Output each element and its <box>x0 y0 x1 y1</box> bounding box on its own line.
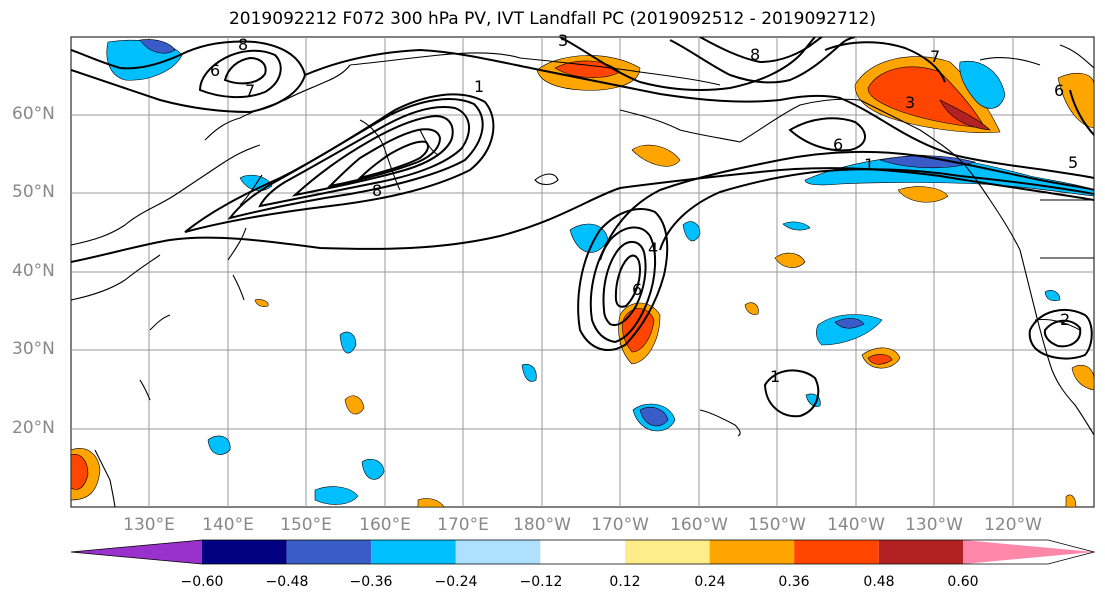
colorbar-tick-label: −0.24 <box>434 574 478 590</box>
longitude-label: 120°W <box>984 515 1042 535</box>
colorbar-segment <box>455 540 541 564</box>
contour-label: 8 <box>238 35 248 54</box>
colorbar-tick-label: −0.60 <box>180 574 224 590</box>
contour-label: 4 <box>648 239 658 258</box>
colorbar-tick-label: −0.12 <box>519 574 563 590</box>
longitude-label: 170°E <box>437 515 489 535</box>
longitude-label: 170°W <box>591 515 649 535</box>
colorbar-segment <box>625 540 710 564</box>
longitude-label: 160°E <box>359 515 411 535</box>
colorbar <box>70 539 1096 565</box>
latitude-label: 60°N <box>12 104 55 124</box>
contour-label: 8 <box>750 45 760 64</box>
contour-label: 6 <box>1054 81 1064 100</box>
longitude-label: 130°W <box>905 515 963 535</box>
colorbar-tick-label: −0.36 <box>349 574 393 590</box>
contour-label: 6 <box>210 61 220 80</box>
longitude-label: 140°E <box>202 515 254 535</box>
longitude-label: 150°W <box>748 515 806 535</box>
colorbar-outline <box>70 539 1096 565</box>
colorbar-tick-label: 0.60 <box>947 574 979 590</box>
latitude-label: 50°N <box>12 182 55 202</box>
contour-label: 5 <box>1068 153 1078 172</box>
map-title: 2019092212 F072 300 hPa PV, IVT Landfall… <box>228 9 876 29</box>
colorbar-segment <box>794 540 879 564</box>
colorbar-segments <box>70 539 1096 565</box>
longitude-label: 180°W <box>513 515 571 535</box>
contour-label: 3 <box>558 31 568 50</box>
contour-label: 1 <box>474 77 484 96</box>
colorbar-tick-label: 0.24 <box>694 574 726 590</box>
contour-label: 7 <box>245 81 255 100</box>
ivt-shading <box>71 39 1094 507</box>
pv-contours <box>71 37 1094 418</box>
colorbar-segment <box>709 540 795 564</box>
colorbar-segment <box>878 540 964 564</box>
contour-label: 8 <box>372 181 382 200</box>
longitude-label: 150°E <box>280 515 332 535</box>
contour-label: 3 <box>905 93 915 112</box>
contour-label: 1 <box>864 155 874 174</box>
contour-label: 6 <box>833 135 843 154</box>
colorbar-tick-label: 0.48 <box>863 574 895 590</box>
colorbar-segment <box>286 540 372 564</box>
colorbar-segment <box>202 540 287 564</box>
longitude-label: 160°W <box>670 515 728 535</box>
longitude-label: 130°E <box>123 515 175 535</box>
contour-label: 7 <box>930 47 940 66</box>
contour-label: 2 <box>1060 310 1070 329</box>
colorbar-segment <box>963 540 1094 564</box>
longitude-label: 140°W <box>827 515 885 535</box>
contour-labels: 1 1 1 2 3 3 4 5 6 6 6 6 7 7 8 8 8 <box>210 31 1078 386</box>
latitude-label: 30°N <box>12 339 55 359</box>
latitude-label: 40°N <box>12 261 55 281</box>
colorbar-tick-label: 0.12 <box>609 574 641 590</box>
colorbar-segment <box>540 540 625 564</box>
colorbar-tick-label: 0.36 <box>778 574 810 590</box>
colorbar-tick-label: −0.48 <box>265 574 309 590</box>
latitude-label: 20°N <box>12 418 55 438</box>
contour-label: 1 <box>770 367 780 386</box>
colorbar-segment <box>371 540 456 564</box>
contour-label: 6 <box>632 280 642 299</box>
colorbar-segment <box>71 540 202 564</box>
